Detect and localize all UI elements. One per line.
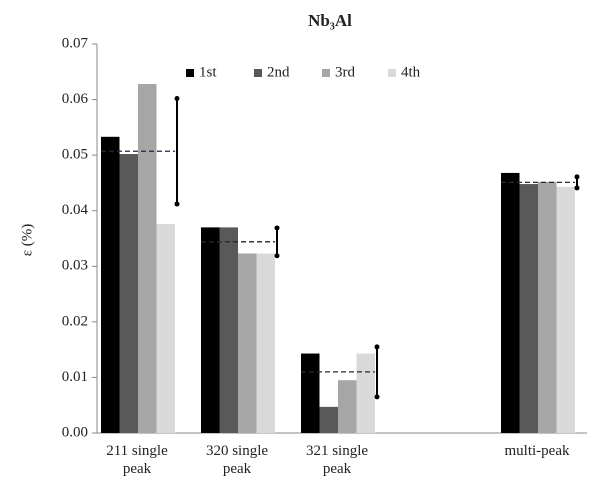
x-tick-label: multi-peak bbox=[504, 443, 570, 459]
bar bbox=[119, 154, 138, 433]
bar bbox=[101, 136, 120, 433]
error-cap bbox=[174, 201, 180, 207]
bar bbox=[138, 84, 157, 434]
bar bbox=[219, 227, 238, 433]
error-cap bbox=[274, 253, 280, 259]
bar bbox=[556, 186, 575, 433]
error-cap bbox=[574, 174, 580, 180]
y-tick-label: 0.01 bbox=[62, 369, 88, 385]
x-tick-label-box: 321 single peak bbox=[305, 443, 369, 477]
legend-swatch bbox=[186, 69, 194, 77]
error-cap bbox=[374, 394, 380, 400]
bar bbox=[156, 224, 175, 433]
error-cap bbox=[174, 95, 180, 101]
y-tick-label: 0.03 bbox=[62, 258, 88, 274]
legend-swatch bbox=[322, 69, 330, 77]
bar bbox=[519, 184, 538, 433]
bar bbox=[356, 353, 375, 433]
bar bbox=[319, 406, 338, 433]
y-axis-label: ε (%) bbox=[19, 224, 35, 257]
bar bbox=[338, 380, 357, 433]
x-tick-label-box: 211 single peak bbox=[106, 443, 168, 477]
error-cap bbox=[374, 344, 380, 350]
chart-title: Nb₃Al bbox=[308, 11, 352, 30]
legend-label: 1st bbox=[199, 64, 217, 80]
y-tick-label: 0.00 bbox=[62, 424, 88, 440]
legend-label: 2nd bbox=[267, 64, 290, 80]
bar bbox=[301, 353, 320, 433]
bar bbox=[201, 227, 220, 433]
y-tick-label: 0.05 bbox=[62, 147, 88, 163]
y-tick-label: 0.06 bbox=[62, 91, 89, 107]
legend-swatch bbox=[388, 69, 396, 77]
error-cap bbox=[574, 185, 580, 191]
x-tick-label-box: 320 single peak bbox=[205, 443, 269, 477]
legend-swatch bbox=[254, 69, 262, 77]
legend-label: 3rd bbox=[335, 64, 355, 80]
x-tick-label: 211 single peak bbox=[106, 443, 168, 477]
bar bbox=[538, 181, 557, 433]
x-tick-label: 320 single peak bbox=[205, 443, 269, 477]
bar bbox=[238, 253, 257, 433]
error-cap bbox=[274, 225, 280, 231]
y-tick-label: 0.02 bbox=[62, 313, 88, 329]
x-tick-label-box: multi-peak bbox=[504, 443, 570, 459]
y-tick-label: 0.04 bbox=[62, 202, 89, 218]
legend-label: 4th bbox=[401, 64, 421, 80]
bar bbox=[256, 253, 275, 433]
y-tick-label: 0.07 bbox=[62, 35, 89, 51]
bar bbox=[501, 172, 520, 433]
x-tick-label: 321 single peak bbox=[305, 443, 369, 477]
